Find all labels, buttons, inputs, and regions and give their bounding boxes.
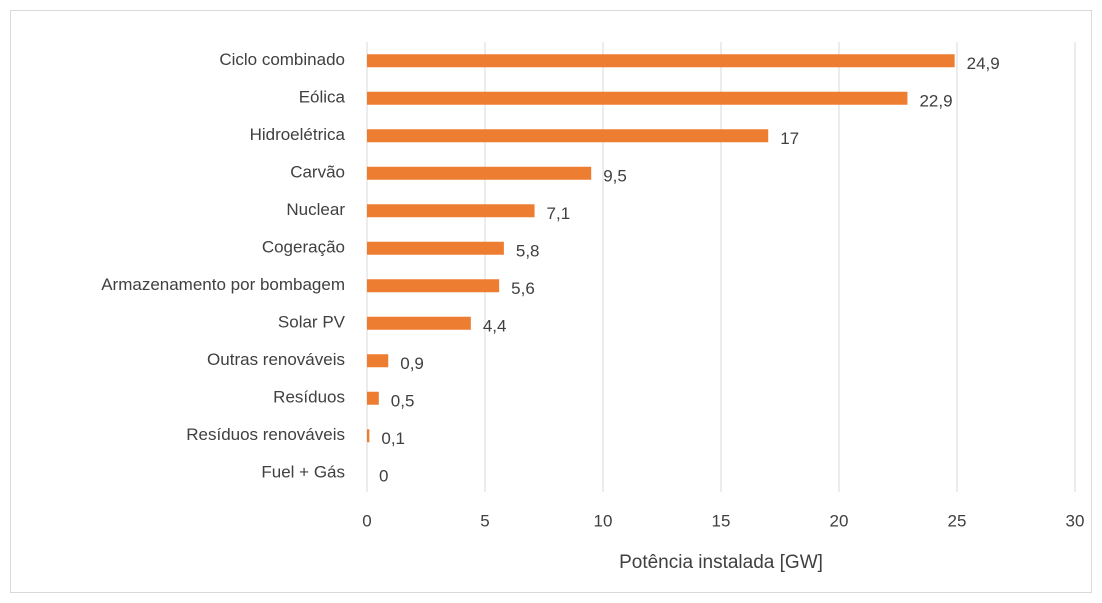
y-tick-label: Resíduos [273,388,345,407]
bar [367,241,504,255]
y-tick-label: Cogeração [262,238,345,257]
chart-border [10,10,1092,593]
y-tick-label: Outras renováveis [207,350,345,369]
bar [367,391,379,405]
data-label: 22,9 [919,92,952,111]
bar [367,354,389,368]
x-tick-label: 20 [830,511,849,530]
y-tick-label: Armazenamento por bombagem [101,275,345,294]
bar [367,204,535,218]
x-axis-title: Potência instalada [GW] [619,552,823,573]
y-tick-label: Nuclear [286,200,345,219]
x-tick-label: 0 [362,511,371,530]
y-tick-label: Carvão [290,163,345,182]
bar [367,429,370,443]
x-tick-label: 25 [948,511,967,530]
bar [367,166,592,180]
bar [367,129,769,143]
data-label: 0 [379,467,388,486]
y-tick-label: Resíduos renováveis [186,425,345,444]
x-tick-label: 30 [1066,511,1085,530]
data-label: 0,9 [400,354,424,373]
data-label: 5,8 [516,242,540,261]
bar [367,279,500,293]
data-label: 0,1 [381,429,405,448]
data-label: 24,9 [967,54,1000,73]
data-label: 7,1 [547,204,571,223]
y-tick-label: Solar PV [278,313,346,332]
data-label: 0,5 [391,392,415,411]
data-label: 9,5 [603,167,627,186]
y-tick-label: Eólica [299,88,346,107]
bar [367,316,471,330]
x-tick-label: 15 [712,511,731,530]
bar [367,54,955,68]
y-tick-label: Hidroelétrica [250,125,346,144]
x-tick-label: 10 [594,511,613,530]
y-tick-label: Fuel + Gás [261,463,345,482]
x-tick-label: 5 [480,511,489,530]
data-label: 4,4 [483,317,507,336]
data-label: 5,6 [511,279,535,298]
bar [367,91,908,105]
data-label: 17 [780,129,799,148]
y-tick-label: Ciclo combinado [219,50,345,69]
